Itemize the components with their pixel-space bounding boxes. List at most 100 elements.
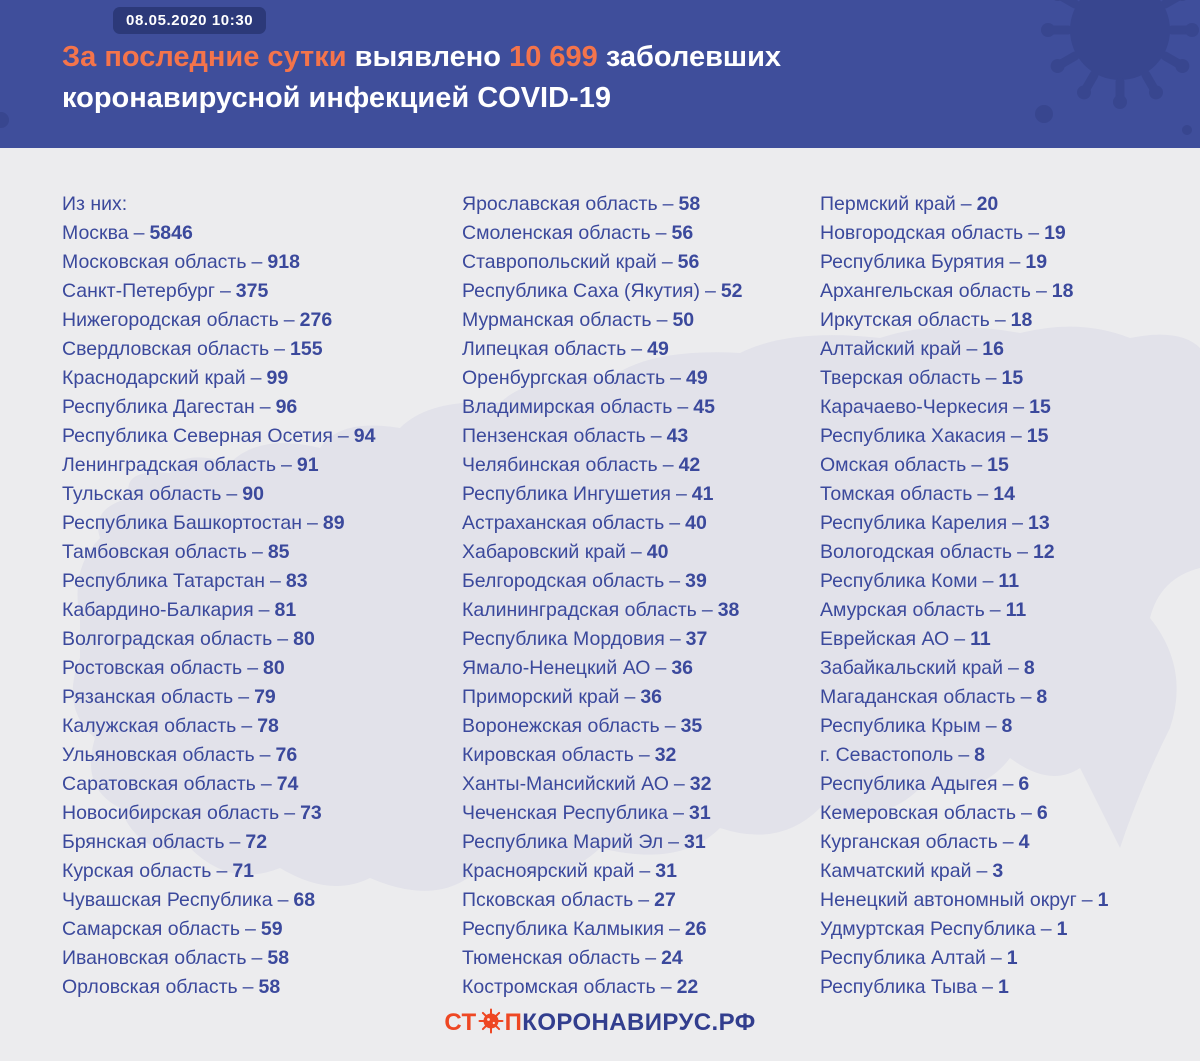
separator: – xyxy=(229,831,241,853)
region-stat: Челябинская область –42 xyxy=(462,451,743,480)
region-stat: Мурманская область –50 xyxy=(462,306,743,335)
region-value: 375 xyxy=(235,280,269,302)
region-name: Республика Алтай xyxy=(820,947,986,969)
separator: – xyxy=(989,599,1001,621)
separator: – xyxy=(701,599,713,621)
region-value: 94 xyxy=(353,425,376,447)
region-value: 79 xyxy=(254,686,276,708)
title-line2: коронавирусной инфекцией COVID-19 xyxy=(62,82,611,114)
separator: – xyxy=(990,947,1002,969)
region-name: Республика Ингушетия xyxy=(462,483,671,505)
region-name: Орловская область xyxy=(62,976,238,998)
separator: – xyxy=(669,628,681,650)
region-name: Пермский край xyxy=(820,193,956,215)
region-stat: Кабардино-Балкария –81 xyxy=(62,596,375,625)
region-name: Приморский край xyxy=(462,686,620,708)
region-value: 14 xyxy=(993,483,1015,505)
region-value: 58 xyxy=(258,976,281,998)
region-name: Владимирская область xyxy=(462,396,673,418)
region-stat: Оренбургская область –49 xyxy=(462,364,743,393)
region-name: Хабаровский край xyxy=(462,541,626,563)
title-highlight: За последние сутки xyxy=(62,41,347,73)
region-value: 31 xyxy=(655,860,677,882)
regions-column-3: Пермский край –20 Новгородская область –19 Р… xyxy=(820,190,1108,1002)
date-badge: 08.05.2020 10:30 xyxy=(113,7,267,34)
separator: – xyxy=(650,425,662,447)
separator: – xyxy=(673,802,684,824)
region-stat: Пермский край –20 xyxy=(820,190,1108,219)
region-stat: Республика Адыгея –6 xyxy=(820,770,1108,799)
region-name: Амурская область xyxy=(820,599,985,621)
region-stat: Республика Северная Осетия –94 xyxy=(62,422,375,451)
region-name: Удмуртская Республика xyxy=(820,918,1036,940)
region-value: 8 xyxy=(1036,686,1048,708)
region-stat: Республика Алтай –1 xyxy=(820,944,1108,973)
region-name: Воронежская область xyxy=(462,715,660,737)
separator: – xyxy=(284,802,296,824)
separator: – xyxy=(958,744,970,766)
region-value: 43 xyxy=(666,425,689,447)
region-stat: Волгоградская область –80 xyxy=(62,625,375,654)
region-stat: Алтайский край –16 xyxy=(820,335,1108,364)
separator: – xyxy=(677,396,689,418)
separator: – xyxy=(673,773,685,795)
region-stat: Новосибирская область –73 xyxy=(62,799,375,828)
separator: – xyxy=(624,686,636,708)
region-value: 81 xyxy=(274,599,297,621)
region-name: Брянская область xyxy=(62,831,225,853)
separator: – xyxy=(216,860,228,882)
region-stat: Новгородская область –19 xyxy=(820,219,1108,248)
region-value: 52 xyxy=(720,280,743,302)
separator: – xyxy=(274,338,286,360)
region-stat: Республика Коми –11 xyxy=(820,567,1108,596)
region-stat: Республика Саха (Якутия) –52 xyxy=(462,277,743,306)
separator: – xyxy=(994,309,1006,331)
stopcoronavirus-logo: СТ ПКОРОНАВИРУС.РФ xyxy=(0,1008,1200,1037)
region-value: 38 xyxy=(717,599,740,621)
region-name: Тверская область xyxy=(820,367,981,389)
region-stat: Иркутская область –18 xyxy=(820,306,1108,335)
region-name: Республика Марий Эл xyxy=(462,831,664,853)
separator: – xyxy=(242,976,254,998)
region-stat: Камчатский край –3 xyxy=(820,857,1108,886)
intro-label: Из них: xyxy=(62,193,128,215)
region-name: Республика Тыва xyxy=(820,976,978,998)
region-value: 15 xyxy=(987,454,1009,476)
region-value: 42 xyxy=(678,454,701,476)
region-value: 6 xyxy=(1018,773,1030,795)
region-stat: Тульская область –90 xyxy=(62,480,375,509)
region-name: Мурманская область xyxy=(462,309,652,331)
region-value: 20 xyxy=(976,193,999,215)
region-stat: Ненецкий автономный округ –1 xyxy=(820,886,1108,915)
separator: – xyxy=(251,251,263,273)
region-stat: Астраханская область –40 xyxy=(462,509,743,538)
separator: – xyxy=(664,715,676,737)
region-value: 276 xyxy=(299,309,333,331)
region-stat: Калужская область –78 xyxy=(62,712,375,741)
region-stat: Республика Калмыкия –26 xyxy=(462,915,743,944)
region-name: Магаданская область xyxy=(820,686,1016,708)
region-stat: Ханты-Мансийский АО –32 xyxy=(462,770,743,799)
region-value: 50 xyxy=(672,309,695,331)
region-value: 31 xyxy=(684,831,706,853)
virus-icon xyxy=(478,1008,504,1034)
logo-red-suffix: П xyxy=(504,1009,523,1036)
region-name: Карачаево-Черкесия xyxy=(820,396,1009,418)
region-value: 45 xyxy=(693,396,715,418)
region-stat: Курская область –71 xyxy=(62,857,375,886)
region-name: Томская область xyxy=(820,483,973,505)
region-value: 85 xyxy=(267,541,290,563)
page-title: За последние сутки выявлено 10 699 забол… xyxy=(62,37,781,119)
separator: – xyxy=(1010,425,1022,447)
region-name: Свердловская область xyxy=(62,338,270,360)
region-stat: Магаданская область –8 xyxy=(820,683,1108,712)
region-value: 35 xyxy=(680,715,703,737)
region-value: 18 xyxy=(1051,280,1074,302)
region-name: Тамбовская область xyxy=(62,541,247,563)
region-name: Краснодарский край xyxy=(62,367,246,389)
region-stat: Ставропольский край –56 xyxy=(462,248,743,277)
region-name: Калининградская область xyxy=(462,599,697,621)
region-value: 96 xyxy=(275,396,298,418)
region-stat: Москва –5846 xyxy=(62,219,375,248)
